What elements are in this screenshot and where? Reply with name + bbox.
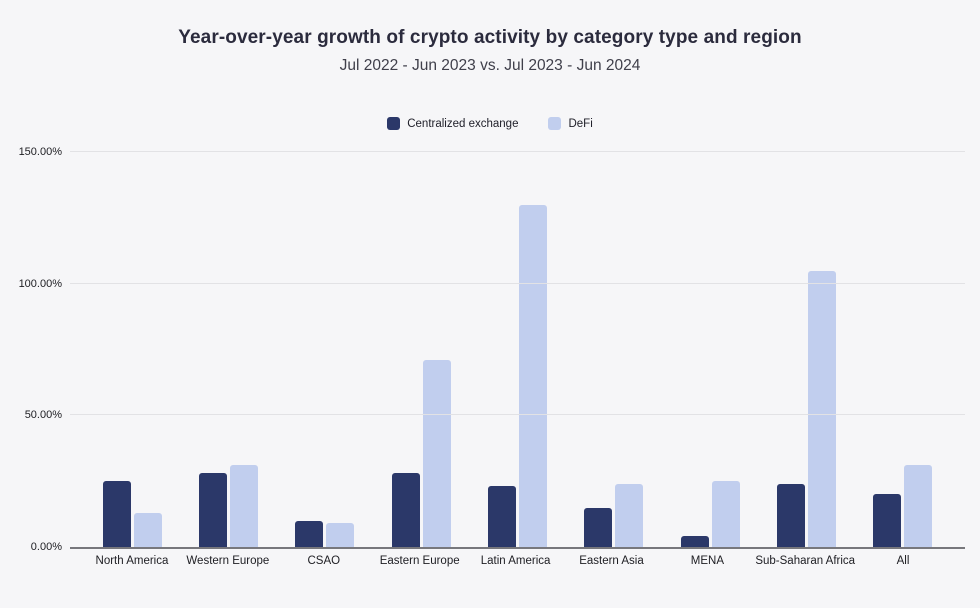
bar-centralized-exchange[interactable] (680, 536, 709, 547)
bar-defi[interactable] (326, 523, 355, 547)
bar-group (855, 152, 951, 547)
chart-title: Year-over-year growth of crypto activity… (178, 27, 802, 48)
bar-centralized-exchange[interactable] (487, 486, 516, 547)
bar-group (566, 152, 662, 547)
bar-defi[interactable] (904, 465, 933, 547)
legend-swatch-icon (548, 117, 562, 130)
bar-defi[interactable] (807, 270, 836, 547)
bar-centralized-exchange[interactable] (295, 520, 324, 547)
legend-swatch-icon (387, 117, 401, 130)
bar-centralized-exchange[interactable] (198, 473, 227, 547)
bar-group (758, 152, 854, 547)
x-axis-tick-label: Latin America (480, 555, 551, 567)
bar-defi[interactable] (518, 204, 547, 547)
legend-label: DeFi (568, 117, 593, 130)
bar-chart: 0.00% 50.00% 100.00% 150.00% North America W… (0, 146, 980, 567)
x-axis-tick-label: Eastern Asia (579, 555, 644, 567)
bar-centralized-exchange[interactable] (391, 473, 420, 547)
chart-subtitle: Jul 2022 - Jun 2023 vs. Jul 2023 - Jun 2… (339, 57, 641, 74)
gridline (70, 151, 965, 152)
x-axis-tick-label: Sub-Saharan Africa (755, 555, 856, 567)
bar-defi[interactable] (615, 483, 644, 547)
y-axis-tick-label: 100.00% (18, 277, 62, 290)
bar-groups (70, 152, 965, 547)
bar-centralized-exchange[interactable] (873, 494, 902, 547)
bar-group (373, 152, 469, 547)
bar-group (84, 152, 180, 547)
chart-legend: Centralized exchange DeFi (0, 117, 980, 130)
legend-item-centralized-exchange[interactable]: Centralized exchange (387, 117, 518, 130)
x-axis-tick-label: North America (95, 555, 169, 567)
bar-group (662, 152, 758, 547)
bar-group (469, 152, 565, 547)
y-axis-tick-label: 0.00% (30, 541, 62, 553)
bar-centralized-exchange[interactable] (776, 483, 805, 547)
plot-area: 0.00% 50.00% 100.00% 150.00% (19, 146, 965, 553)
y-axis-tick-label: 150.00% (18, 146, 62, 158)
bar-group (180, 152, 276, 547)
gridline (70, 282, 965, 284)
x-axis-tick-label: Western Europe (186, 555, 270, 567)
x-axis-tick-label: MENA (690, 555, 724, 567)
bar-defi[interactable] (133, 512, 162, 547)
x-axis-tick-label: All (896, 555, 910, 567)
bar-defi[interactable] (711, 481, 740, 547)
legend-item-defi[interactable]: DeFi (548, 117, 593, 130)
bar-centralized-exchange[interactable] (102, 481, 131, 547)
x-axis-tick-label: CSAO (307, 555, 341, 567)
gridline (70, 414, 965, 416)
y-axis-tick-label: 50.00% (24, 409, 62, 422)
bar-defi[interactable] (229, 465, 258, 547)
bar-centralized-exchange[interactable] (584, 507, 613, 547)
x-axis-labels: North America Western Europe CSAO Eastern E… (70, 555, 965, 567)
bar-group (277, 152, 373, 547)
bar-defi[interactable] (422, 360, 451, 547)
legend-label: Centralized exchange (407, 117, 519, 130)
x-axis-tick-label: Eastern Europe (379, 555, 460, 567)
